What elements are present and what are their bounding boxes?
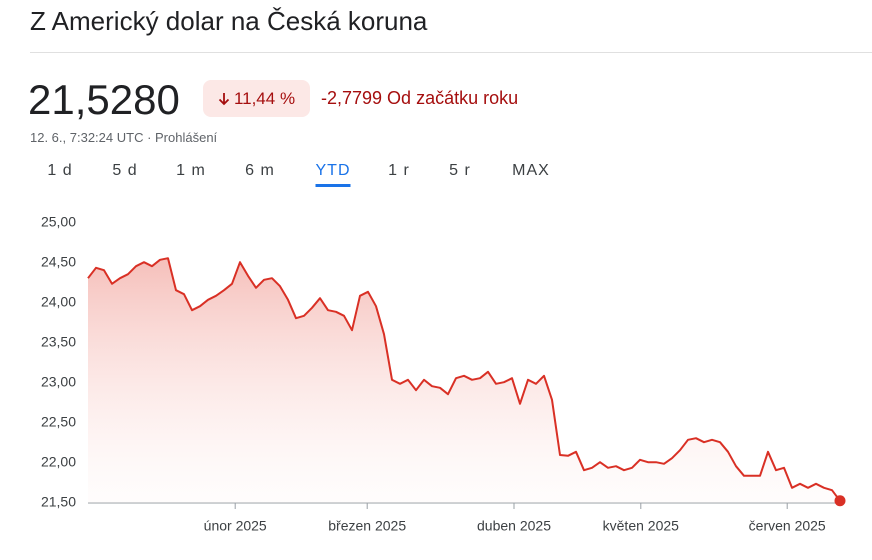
y-tick-label: 24,50: [41, 254, 76, 270]
separator: [30, 52, 872, 53]
timestamp: 12. 6., 7:32:24 UTC · Prohlášení: [30, 130, 218, 145]
x-tick-label: únor 2025: [204, 518, 267, 534]
x-tick-label: květen 2025: [603, 518, 679, 534]
range-tab[interactable]: 1 r: [388, 162, 410, 179]
range-tab[interactable]: 5 d: [112, 162, 138, 179]
chart: 21,50 22,00 22,50 23,00 23,50 24,00 24,50 25,00…: [41, 214, 846, 534]
x-tick-label: březen 2025: [328, 518, 406, 534]
y-tick-label: 21,50: [41, 494, 76, 510]
range-tab[interactable]: YTD: [315, 162, 351, 187]
down-arrow: [218, 92, 230, 105]
y-tick-label: 22,50: [41, 414, 76, 430]
range-tab[interactable]: 1 m: [176, 162, 206, 179]
y-tick-label: 25,00: [41, 214, 76, 230]
area-fill: [88, 258, 840, 503]
page-title: Z Americký dolar na Česká koruna: [30, 6, 428, 36]
range-tab[interactable]: MAX: [512, 162, 550, 179]
range-tab[interactable]: 6 m: [245, 162, 275, 179]
y-tick-label: 23,00: [41, 374, 76, 390]
x-tick-label: duben 2025: [477, 518, 551, 534]
last-point: [834, 495, 846, 507]
range-tab[interactable]: 1 d: [47, 162, 73, 179]
y-tick-label: 24,00: [41, 294, 76, 310]
range-tab[interactable]: 5 r: [449, 162, 471, 179]
y-tick-label: 22,00: [41, 454, 76, 470]
change-badge: 11,44 %: [203, 80, 310, 117]
change-percent: 11,44 %: [233, 88, 296, 108]
y-tick-label: 23,50: [41, 334, 76, 350]
x-tick-label: červen 2025: [749, 518, 826, 534]
price: 21,5280: [28, 76, 180, 123]
price-line: [87, 257, 841, 502]
change: -2,7799 Od začátku roku: [321, 88, 519, 108]
